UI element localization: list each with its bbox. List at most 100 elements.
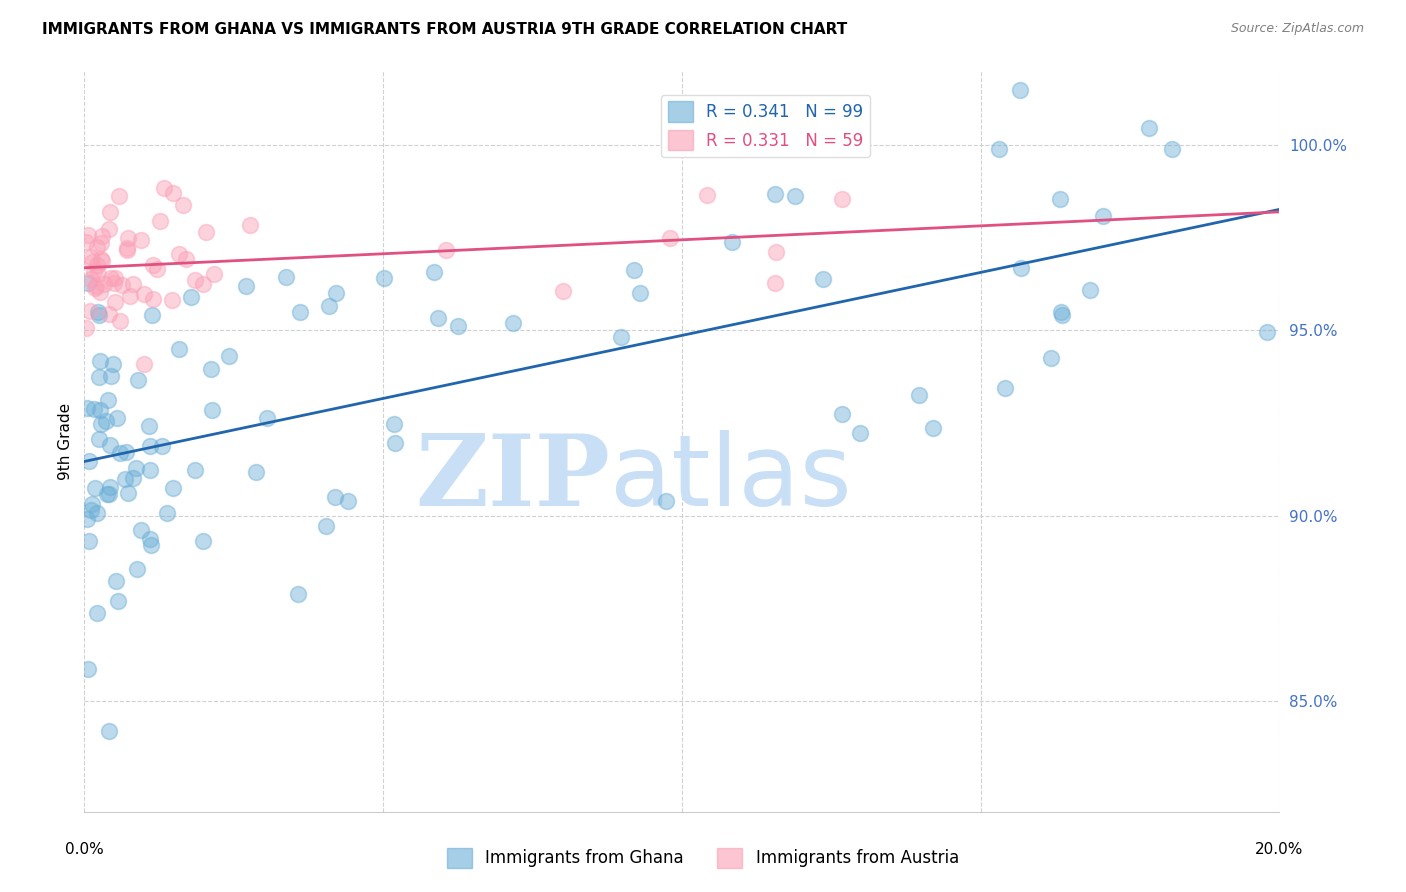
Point xyxy=(98,723,121,738)
Point xyxy=(115,243,138,257)
Point xyxy=(105,411,128,425)
Point xyxy=(89,403,111,417)
Point xyxy=(765,244,787,259)
Point xyxy=(105,574,128,588)
Point xyxy=(115,445,138,459)
Point xyxy=(1039,351,1062,366)
Legend: R = 0.341   N = 99, R = 0.331   N = 59: R = 0.341 N = 99, R = 0.331 N = 59 xyxy=(661,95,870,157)
Point xyxy=(110,278,132,293)
Point xyxy=(325,286,347,301)
Point xyxy=(76,276,98,290)
Point xyxy=(77,454,100,468)
Point xyxy=(785,189,807,203)
Text: 20.0%: 20.0% xyxy=(1256,842,1303,857)
Point xyxy=(91,253,114,268)
Point xyxy=(90,229,112,244)
Point xyxy=(1137,120,1160,135)
Point xyxy=(104,295,127,310)
Y-axis label: 9th Grade: 9th Grade xyxy=(58,403,73,480)
Point xyxy=(994,381,1017,395)
Point xyxy=(623,263,645,277)
Point xyxy=(100,480,122,494)
Point xyxy=(1049,305,1071,319)
Point xyxy=(139,463,162,477)
Text: IMMIGRANTS FROM GHANA VS IMMIGRANTS FROM AUSTRIA 9TH GRADE CORRELATION CHART: IMMIGRANTS FROM GHANA VS IMMIGRANTS FROM… xyxy=(42,22,848,37)
Point xyxy=(76,401,98,415)
Point xyxy=(426,311,449,326)
Point xyxy=(75,320,97,334)
Point xyxy=(122,471,145,485)
Point xyxy=(87,267,110,281)
Point xyxy=(121,277,143,292)
Point xyxy=(90,252,112,266)
Point xyxy=(434,243,457,257)
Point xyxy=(149,214,172,228)
Point xyxy=(80,250,103,264)
Point xyxy=(1010,260,1032,275)
Point xyxy=(142,292,165,306)
Point xyxy=(201,402,224,417)
Point xyxy=(831,407,853,421)
Point xyxy=(193,277,215,292)
Point xyxy=(174,252,197,266)
Point xyxy=(104,270,127,285)
Point xyxy=(86,240,108,254)
Point xyxy=(162,186,184,200)
Point xyxy=(129,523,152,537)
Point xyxy=(117,486,139,500)
Point xyxy=(142,258,165,272)
Point xyxy=(90,236,112,251)
Point xyxy=(323,490,346,504)
Point xyxy=(191,533,214,548)
Point xyxy=(180,290,202,304)
Point xyxy=(1256,325,1278,339)
Point xyxy=(195,226,218,240)
Point xyxy=(167,342,190,356)
Point xyxy=(141,309,163,323)
Point xyxy=(87,308,110,322)
Point xyxy=(202,268,225,282)
Point xyxy=(101,357,124,371)
Point xyxy=(80,503,103,517)
Point xyxy=(200,362,222,376)
Point xyxy=(84,281,107,295)
Point xyxy=(447,319,470,334)
Point xyxy=(86,506,108,520)
Point xyxy=(183,273,205,287)
Point xyxy=(97,393,120,408)
Point xyxy=(127,373,149,387)
Point xyxy=(83,401,105,416)
Point xyxy=(86,258,108,272)
Point xyxy=(114,472,136,486)
Point xyxy=(89,354,111,368)
Point xyxy=(129,233,152,247)
Point xyxy=(162,481,184,495)
Point xyxy=(125,562,148,576)
Point xyxy=(132,357,155,371)
Legend: Immigrants from Ghana, Immigrants from Austria: Immigrants from Ghana, Immigrants from A… xyxy=(440,841,966,875)
Point xyxy=(160,293,183,307)
Text: ZIP: ZIP xyxy=(415,430,610,527)
Point xyxy=(315,519,337,533)
Point xyxy=(609,330,631,344)
Point xyxy=(138,532,160,546)
Point xyxy=(423,265,446,279)
Point xyxy=(117,231,139,245)
Point xyxy=(107,189,129,203)
Point xyxy=(84,279,107,293)
Point xyxy=(150,439,173,453)
Text: 0.0%: 0.0% xyxy=(65,842,104,857)
Point xyxy=(90,417,112,432)
Point xyxy=(93,277,115,291)
Point xyxy=(382,417,405,431)
Point xyxy=(763,187,786,202)
Point xyxy=(79,304,101,318)
Point xyxy=(145,262,167,277)
Point xyxy=(1160,142,1182,156)
Point xyxy=(908,388,931,402)
Point xyxy=(141,538,163,552)
Point xyxy=(655,494,678,508)
Point xyxy=(125,460,148,475)
Point xyxy=(239,218,262,232)
Point xyxy=(139,439,162,453)
